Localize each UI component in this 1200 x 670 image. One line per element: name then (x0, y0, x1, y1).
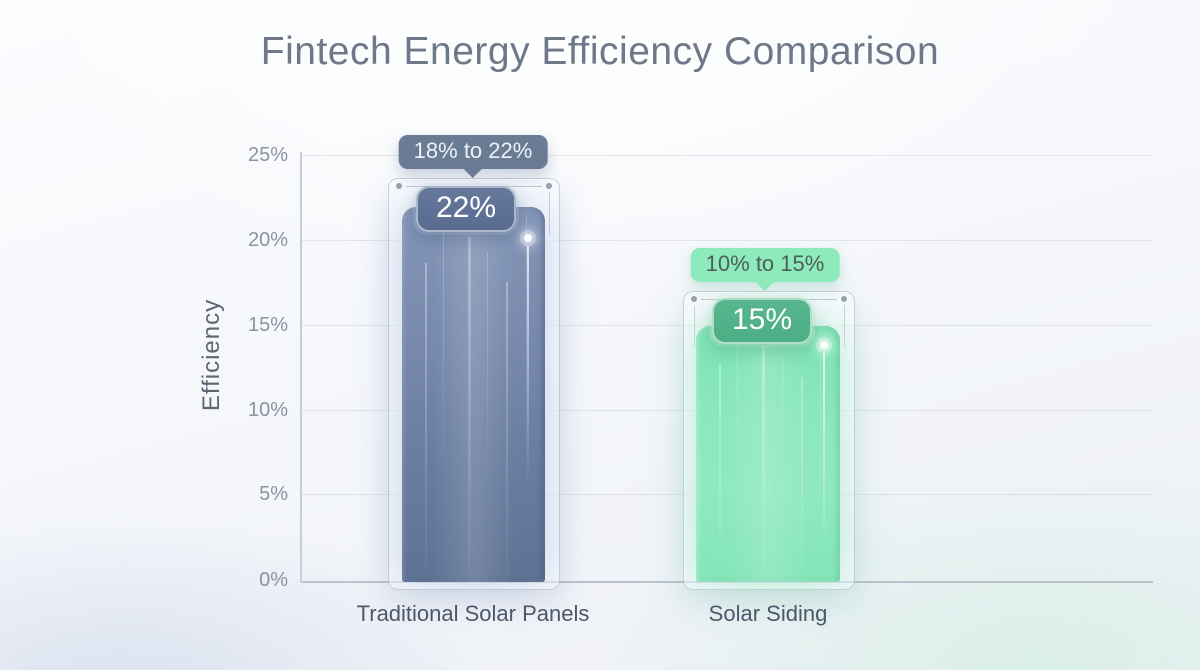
sparkle-trail (823, 353, 825, 553)
corner-dot-icon (841, 296, 847, 302)
range-tooltip-solar-siding: 10% to 15% (690, 248, 840, 282)
bar-highlight-streaks (402, 207, 545, 582)
y-tick-20: 20% (247, 229, 288, 251)
bar-traditional-solar-panels (402, 207, 545, 582)
corner-dot-icon (546, 183, 552, 189)
y-tick-25: 25% (247, 144, 288, 166)
range-tooltip-traditional: 18% to 22% (398, 135, 548, 169)
bar-solar-siding (696, 326, 840, 582)
y-tick-15: 15% (247, 314, 288, 336)
y-tick-0: 0% (259, 569, 288, 591)
sparkle-dot-icon (524, 234, 532, 242)
corner-line (843, 305, 845, 347)
bar-highlight-streaks (696, 326, 840, 582)
gridline-20 (301, 240, 1153, 241)
chart-title: Fintech Energy Efficiency Comparison (260, 30, 940, 73)
corner-dot-icon (691, 296, 697, 302)
corner-line (693, 305, 695, 347)
corner-dot-icon (396, 183, 402, 189)
value-badge-solar-siding: 15% (711, 298, 813, 344)
sparkle-dot-icon (820, 341, 828, 349)
sparkle-trail (527, 246, 529, 486)
corner-line (548, 192, 550, 234)
y-tick-10: 10% (247, 399, 288, 421)
gridline-25 (301, 155, 1153, 156)
value-badge-traditional: 22% (415, 186, 517, 232)
x-label-traditional: Traditional Solar Panels (356, 601, 590, 626)
corner-line (506, 185, 542, 187)
corner-line (801, 298, 837, 300)
x-label-solar-siding: Solar Siding (708, 601, 828, 626)
y-tick-5: 5% (259, 483, 288, 505)
y-axis-line (300, 152, 302, 582)
